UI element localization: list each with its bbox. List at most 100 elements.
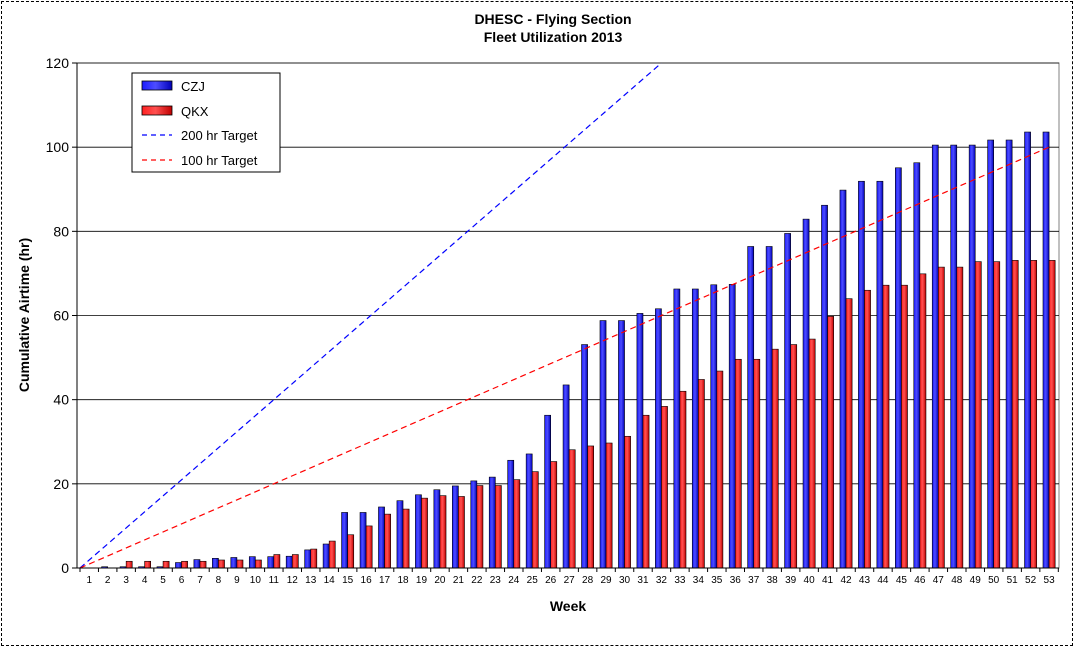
bar-qkx [938,266,945,569]
bar-qkx [199,560,207,569]
bar-qkx [882,284,890,569]
bar-qkx [808,338,816,569]
y-tick-label: 100 [46,139,70,155]
bar-czj [396,500,404,569]
bar-qkx [144,560,152,569]
bar-czj [1042,131,1050,569]
bar-qkx [458,496,465,569]
bar-czj [636,313,644,569]
bar-czj [821,204,828,569]
bar-qkx [790,344,798,569]
legend-label-100-target: 100 hr Target [181,153,258,168]
x-tick-label: 5 [160,575,166,586]
bar-czj [193,559,201,569]
bar-czj [378,506,385,569]
bar-czj [562,384,570,569]
target-line-200-hr-target [79,63,662,568]
bar-qkx [753,358,761,569]
bar-czj [913,162,921,569]
bar-czj [895,167,902,569]
chart-title: DHESC - Flying Section [474,11,631,27]
bar-qkx [734,358,742,569]
bar-czj [599,320,607,569]
x-tick-label: 20 [434,575,446,586]
bar-czj [858,180,865,569]
bar-qkx [974,261,982,569]
bar-czj [765,246,773,569]
bar-qkx [993,261,1001,569]
bar-qkx [771,348,779,569]
y-tick-label: 40 [53,392,69,408]
bar-qkx [255,559,262,569]
x-tick-label: 31 [637,575,649,586]
legend-label-czj: CZJ [181,79,205,94]
bar-czj [1024,131,1031,569]
bar-qkx [698,379,705,569]
bar-czj [784,233,791,569]
bar-czj [931,144,939,569]
x-tick-label: 51 [1007,575,1019,586]
x-axis-label: Week [550,598,587,614]
bar-qkx [125,560,133,569]
bar-czj [248,556,256,569]
bar-qkx [1011,260,1019,569]
legend-label-200-target: 200 hr Target [181,128,258,143]
x-tick-label: 14 [324,575,336,586]
x-tick-label: 16 [361,575,373,586]
bar-qkx [827,316,834,569]
bar-qkx [181,560,188,569]
bar-czj [452,485,459,569]
bar-qkx [347,534,355,569]
x-tick-label: 48 [951,575,963,586]
bar-czj [322,543,330,569]
bar-czj [212,558,219,569]
bar-czj [655,308,662,569]
bar-czj [230,557,238,569]
x-tick-label: 6 [179,575,185,586]
bar-qkx [568,449,576,569]
legend-label-qkx: QKX [181,104,209,119]
legend-swatch-qkx [141,105,173,116]
bar-qkx [439,495,447,569]
y-tick-label: 0 [61,560,69,576]
bar-czj [728,284,736,569]
bar-czj [581,344,588,569]
target-line-100-hr-target [79,146,1050,568]
bar-qkx [310,548,318,569]
bar-qkx [513,479,521,569]
bar-czj [341,512,348,569]
x-tick-label: 10 [250,575,262,586]
bar-qkx [236,559,244,569]
bar-qkx [624,435,631,569]
x-tick-label: 26 [545,575,557,586]
x-tick-label: 32 [656,575,668,586]
bar-qkx [273,554,281,569]
bar-qkx [1030,260,1038,569]
legend: CZJ QKX 200 hr Target 100 hr Target [131,72,281,173]
bar-qkx [1048,260,1056,569]
y-tick-label: 60 [53,308,69,324]
x-tick-label: 2 [105,575,111,586]
bar-qkx [679,390,687,569]
x-tick-label: 33 [674,575,686,586]
x-axis: 1 2 3 4 5 6 7 8 9 10 11 12 13 14 15 16 17 18 19 20 21 22 23 24 2… [77,567,1059,586]
x-tick-label: 24 [508,575,520,586]
bar-qkx [716,370,724,569]
bar-czj [747,246,755,569]
bar-qkx [421,497,428,569]
x-tick-label: 45 [896,575,908,586]
x-tick-label: 38 [767,575,779,586]
x-tick-label: 17 [379,575,391,586]
x-tick-label: 28 [582,575,594,586]
bar-qkx [550,461,558,569]
bar-qkx [587,445,594,569]
x-tick-label: 50 [988,575,1000,586]
x-tick-label: 49 [970,575,982,586]
x-tick-label: 21 [453,575,465,586]
bar-qkx [384,513,391,569]
bar-qkx [402,508,410,569]
x-tick-label: 8 [216,575,222,586]
bar-qkx [642,414,650,569]
bar-czj [285,555,293,569]
